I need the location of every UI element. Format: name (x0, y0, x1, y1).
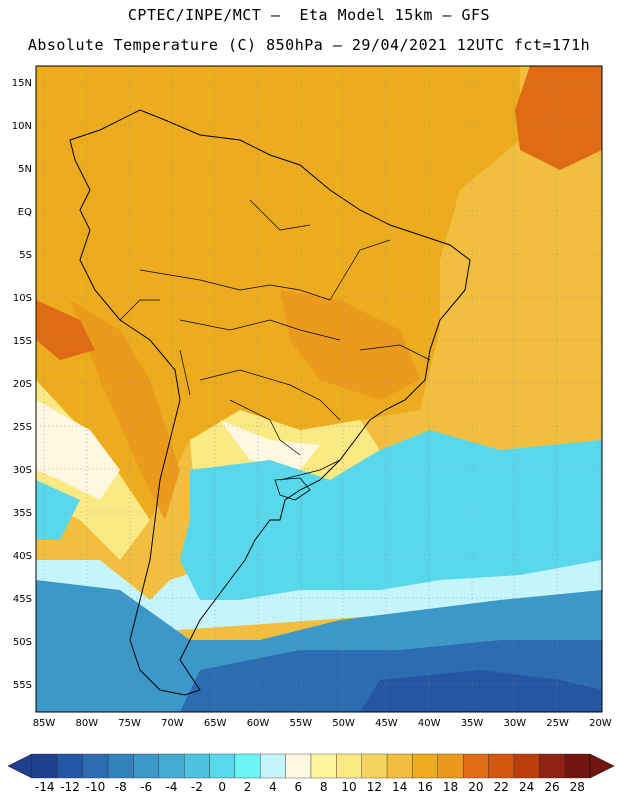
lon-label: 75W (118, 718, 141, 729)
chart-title-line1: CPTEC/INPE/MCT – Eta Model 15km – GFS (127, 6, 491, 24)
colorbar-swatch (386, 753, 413, 779)
colorbar-label: 2 (243, 780, 252, 794)
colorbar-label: 20 (468, 780, 484, 794)
lat-label: 15N (12, 78, 32, 89)
lon-label: 70W (161, 718, 184, 729)
colorbar-swatch (336, 753, 362, 779)
colorbar-label: 16 (417, 780, 433, 794)
lat-label: 30S (13, 465, 32, 476)
lat-label: EQ (18, 207, 32, 218)
lat-label: 15S (13, 336, 32, 347)
colorbar-swatch (564, 753, 591, 779)
colorbar-swatch (488, 753, 515, 779)
colorbar-swatch (513, 753, 540, 779)
map-frame (35, 65, 603, 713)
field-north-warm (515, 66, 602, 170)
lat-label: 25S (13, 422, 32, 433)
field-coldest (360, 670, 602, 712)
colorbar-arrow-left (7, 753, 33, 779)
field-brazil-center (280, 290, 420, 400)
colorbar-label: 22 (493, 780, 509, 794)
field-cyan (36, 430, 602, 600)
colorbar-label: 18 (442, 780, 459, 794)
colorbar-swatch (260, 753, 286, 779)
colorbar-label: -2 (190, 780, 203, 794)
colorbar-swatch (209, 753, 236, 779)
lon-label: 85W (33, 718, 56, 729)
lon-label: 50W (332, 718, 355, 729)
field-dark-orange (70, 300, 180, 520)
colorbar-label: 24 (518, 780, 535, 794)
colorbar-label: -10 (85, 780, 106, 794)
lon-label: 60W (247, 718, 270, 729)
colorbar-swatch (285, 753, 312, 779)
lon-label: 40W (418, 718, 441, 729)
colorbar-swatch (437, 753, 464, 779)
lat-label: 45S (13, 594, 32, 605)
colorbar-swatch (539, 753, 565, 779)
lon-label: 25W (546, 718, 569, 729)
lat-label: 5N (18, 164, 32, 175)
colorbar-arrow-right (589, 753, 615, 779)
latitude-labels: 15N 10N 5N EQ 5S 10S 15S 20S 25S 30S 35S 40S 45S 50S 5… (12, 78, 32, 691)
colorbar-swatch (412, 753, 439, 779)
lat-label: 20S (13, 379, 32, 390)
colorbar-label: 26 (544, 780, 560, 794)
colorbar-label: -4 (165, 780, 178, 794)
colorbar-swatch (57, 753, 83, 779)
field-coast-peru (36, 300, 95, 360)
chart-title-line2: Absolute Temperature (C) 850hPa – 29/04/… (27, 36, 591, 54)
colorbar-label: 6 (294, 780, 303, 794)
lon-label: 30W (503, 718, 526, 729)
coastline (69, 109, 471, 696)
colorbar-label: 4 (269, 780, 277, 794)
colorbar (7, 753, 615, 779)
colorbar-swatch (361, 753, 388, 779)
lon-label: 65W (204, 718, 227, 729)
lat-label: 35S (13, 508, 32, 519)
colorbar-label: 14 (392, 780, 408, 794)
colorbar-label: -6 (140, 780, 153, 794)
longitude-labels: 85W 80W 75W 70W 65W 60W 55W 50W 45W 40W 35W 30W 25W 2… (33, 718, 612, 729)
colorbar-swatch (107, 753, 134, 779)
lat-label: 40S (13, 551, 32, 562)
lon-label: 80W (75, 718, 98, 729)
colorbar-label: -14 (34, 780, 55, 794)
lon-label: 35W (461, 718, 484, 729)
colorbar-swatch (234, 753, 261, 779)
colorbar-swatch (310, 753, 337, 779)
colorbar-swatch (158, 753, 185, 779)
colorbar-label: 0 (218, 780, 227, 794)
lat-label: 5S (19, 250, 32, 261)
colorbar-swatch (462, 753, 489, 779)
lon-label: 45W (375, 718, 398, 729)
border-lines (119, 199, 431, 481)
colorbar-label: 10 (341, 780, 357, 794)
lat-label: 50S (13, 637, 32, 648)
field-cream (36, 400, 320, 500)
lat-label: 10S (13, 293, 32, 304)
colorbar-label: -8 (114, 780, 127, 794)
colorbar-swatch (31, 753, 58, 779)
temperature-field (36, 66, 602, 712)
lat-label: 10N (12, 121, 32, 132)
colorbar-swatch (82, 753, 109, 779)
lat-label: 55S (13, 680, 32, 691)
colorbar-swatch (133, 753, 160, 779)
lake-river-plate (274, 477, 311, 501)
colorbar-label: -12 (60, 780, 80, 794)
colorbar-label: 12 (366, 780, 383, 794)
colorbar-swatch (183, 753, 210, 779)
lon-label: 20W (589, 718, 612, 729)
colorbar-label: 8 (319, 780, 328, 794)
colorbar-label: 28 (569, 780, 585, 794)
lon-label: 55W (289, 718, 312, 729)
